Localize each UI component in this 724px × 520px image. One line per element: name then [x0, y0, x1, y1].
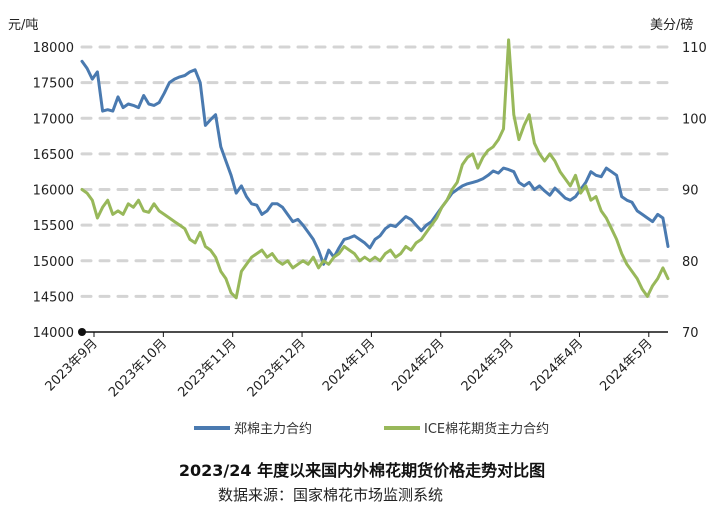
- y-left-tick-label: 14000: [33, 326, 74, 341]
- y-right-tick-label: 80: [682, 255, 699, 270]
- x-tick-label: 2023年11月: [175, 336, 239, 400]
- series-line-ice: [80, 38, 670, 300]
- y-left-tick-label: 16000: [33, 184, 74, 199]
- x-axis-origin-dot: [78, 328, 86, 336]
- y-right-unit: 美分/磅: [650, 17, 693, 33]
- axes: 14000 14500 15000 15500 16000 16500 17000 17500…: [8, 17, 707, 400]
- x-tick-label: 2024年2月: [389, 336, 447, 394]
- legend: 郑棉主力合约 ICE棉花期货主力合约: [194, 421, 549, 437]
- chart-title: 2023/24 年度以来国内外棉花期货价格走势对比图: [178, 461, 546, 480]
- y-right-tick-label: 90: [682, 184, 699, 199]
- x-tick-label: 2024年1月: [320, 336, 378, 394]
- x-tick-label: 2023年9月: [43, 336, 101, 394]
- x-tick-label: 2023年10月: [106, 336, 170, 400]
- x-tick-label: 2024年4月: [528, 336, 586, 394]
- y-left-tick-label: 17000: [33, 112, 74, 127]
- y-left-tick-label: 15000: [33, 255, 74, 270]
- x-tick-label: 2023年12月: [245, 336, 309, 400]
- chart-canvas: 14000 14500 15000 15500 16000 16500 17000 17500…: [8, 17, 707, 437]
- series-lines: [80, 38, 670, 300]
- y-right-tick-label: 70: [682, 326, 699, 341]
- y-left-tick-label: 18000: [33, 41, 74, 56]
- y-left-tick-label: 15500: [33, 219, 74, 234]
- y-left-tick-label: 17500: [33, 77, 74, 92]
- y-right-tick-label: 100: [682, 112, 707, 127]
- y-left-unit: 元/吨: [8, 18, 38, 33]
- y-right-tick-label: 110: [682, 41, 707, 56]
- y-left-tick-label: 16500: [33, 148, 74, 163]
- x-tick-label: 2024年3月: [459, 336, 517, 394]
- series-line-zhengmian: [80, 59, 670, 266]
- chart-source: 数据来源：国家棉花市场监测系统: [218, 486, 444, 504]
- legend-label-ice: ICE棉花期货主力合约: [424, 421, 549, 437]
- x-tick-label: 2024年5月: [597, 336, 655, 394]
- legend-label-zhengmian: 郑棉主力合约: [234, 422, 312, 437]
- y-left-tick-label: 14500: [33, 290, 74, 305]
